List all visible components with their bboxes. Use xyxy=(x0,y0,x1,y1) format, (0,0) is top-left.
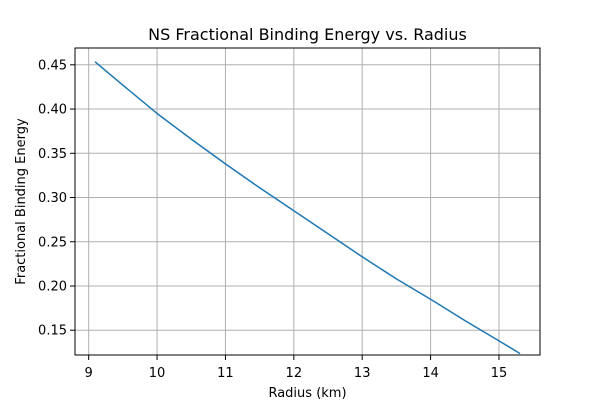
x-tick-label: 14 xyxy=(422,366,439,381)
plot-area-frame xyxy=(74,47,541,356)
x-axis-label: Radius (km) xyxy=(268,386,346,400)
grid-layer xyxy=(75,48,540,355)
y-tick-label: 0.20 xyxy=(38,279,67,294)
x-tick-label: 10 xyxy=(149,366,166,381)
x-tick-label: 13 xyxy=(354,366,371,381)
series-line-0 xyxy=(94,61,521,354)
x-tick-label: 15 xyxy=(491,366,508,381)
x-tick-label: 9 xyxy=(85,366,93,381)
y-tick-label: 0.45 xyxy=(38,58,67,73)
y-tick-label: 0.30 xyxy=(38,191,67,206)
y-tick-label: 0.15 xyxy=(38,324,67,339)
tick-layer: 9 10 11 12 13 14 15 0.15 0.20 0.25 0.30 0.35 0.40 0.4… xyxy=(38,58,507,381)
y-axis-label: Fractional Binding Energy xyxy=(14,118,29,285)
series-layer xyxy=(94,61,521,354)
x-tick-label: 12 xyxy=(286,366,303,381)
y-tick-label: 0.35 xyxy=(38,147,67,162)
x-tick-label: 11 xyxy=(217,366,234,381)
chart-title: NS Fractional Binding Energy vs. Radius xyxy=(148,25,467,44)
y-tick-label: 0.25 xyxy=(38,235,67,250)
y-tick-label: 0.40 xyxy=(38,103,67,118)
